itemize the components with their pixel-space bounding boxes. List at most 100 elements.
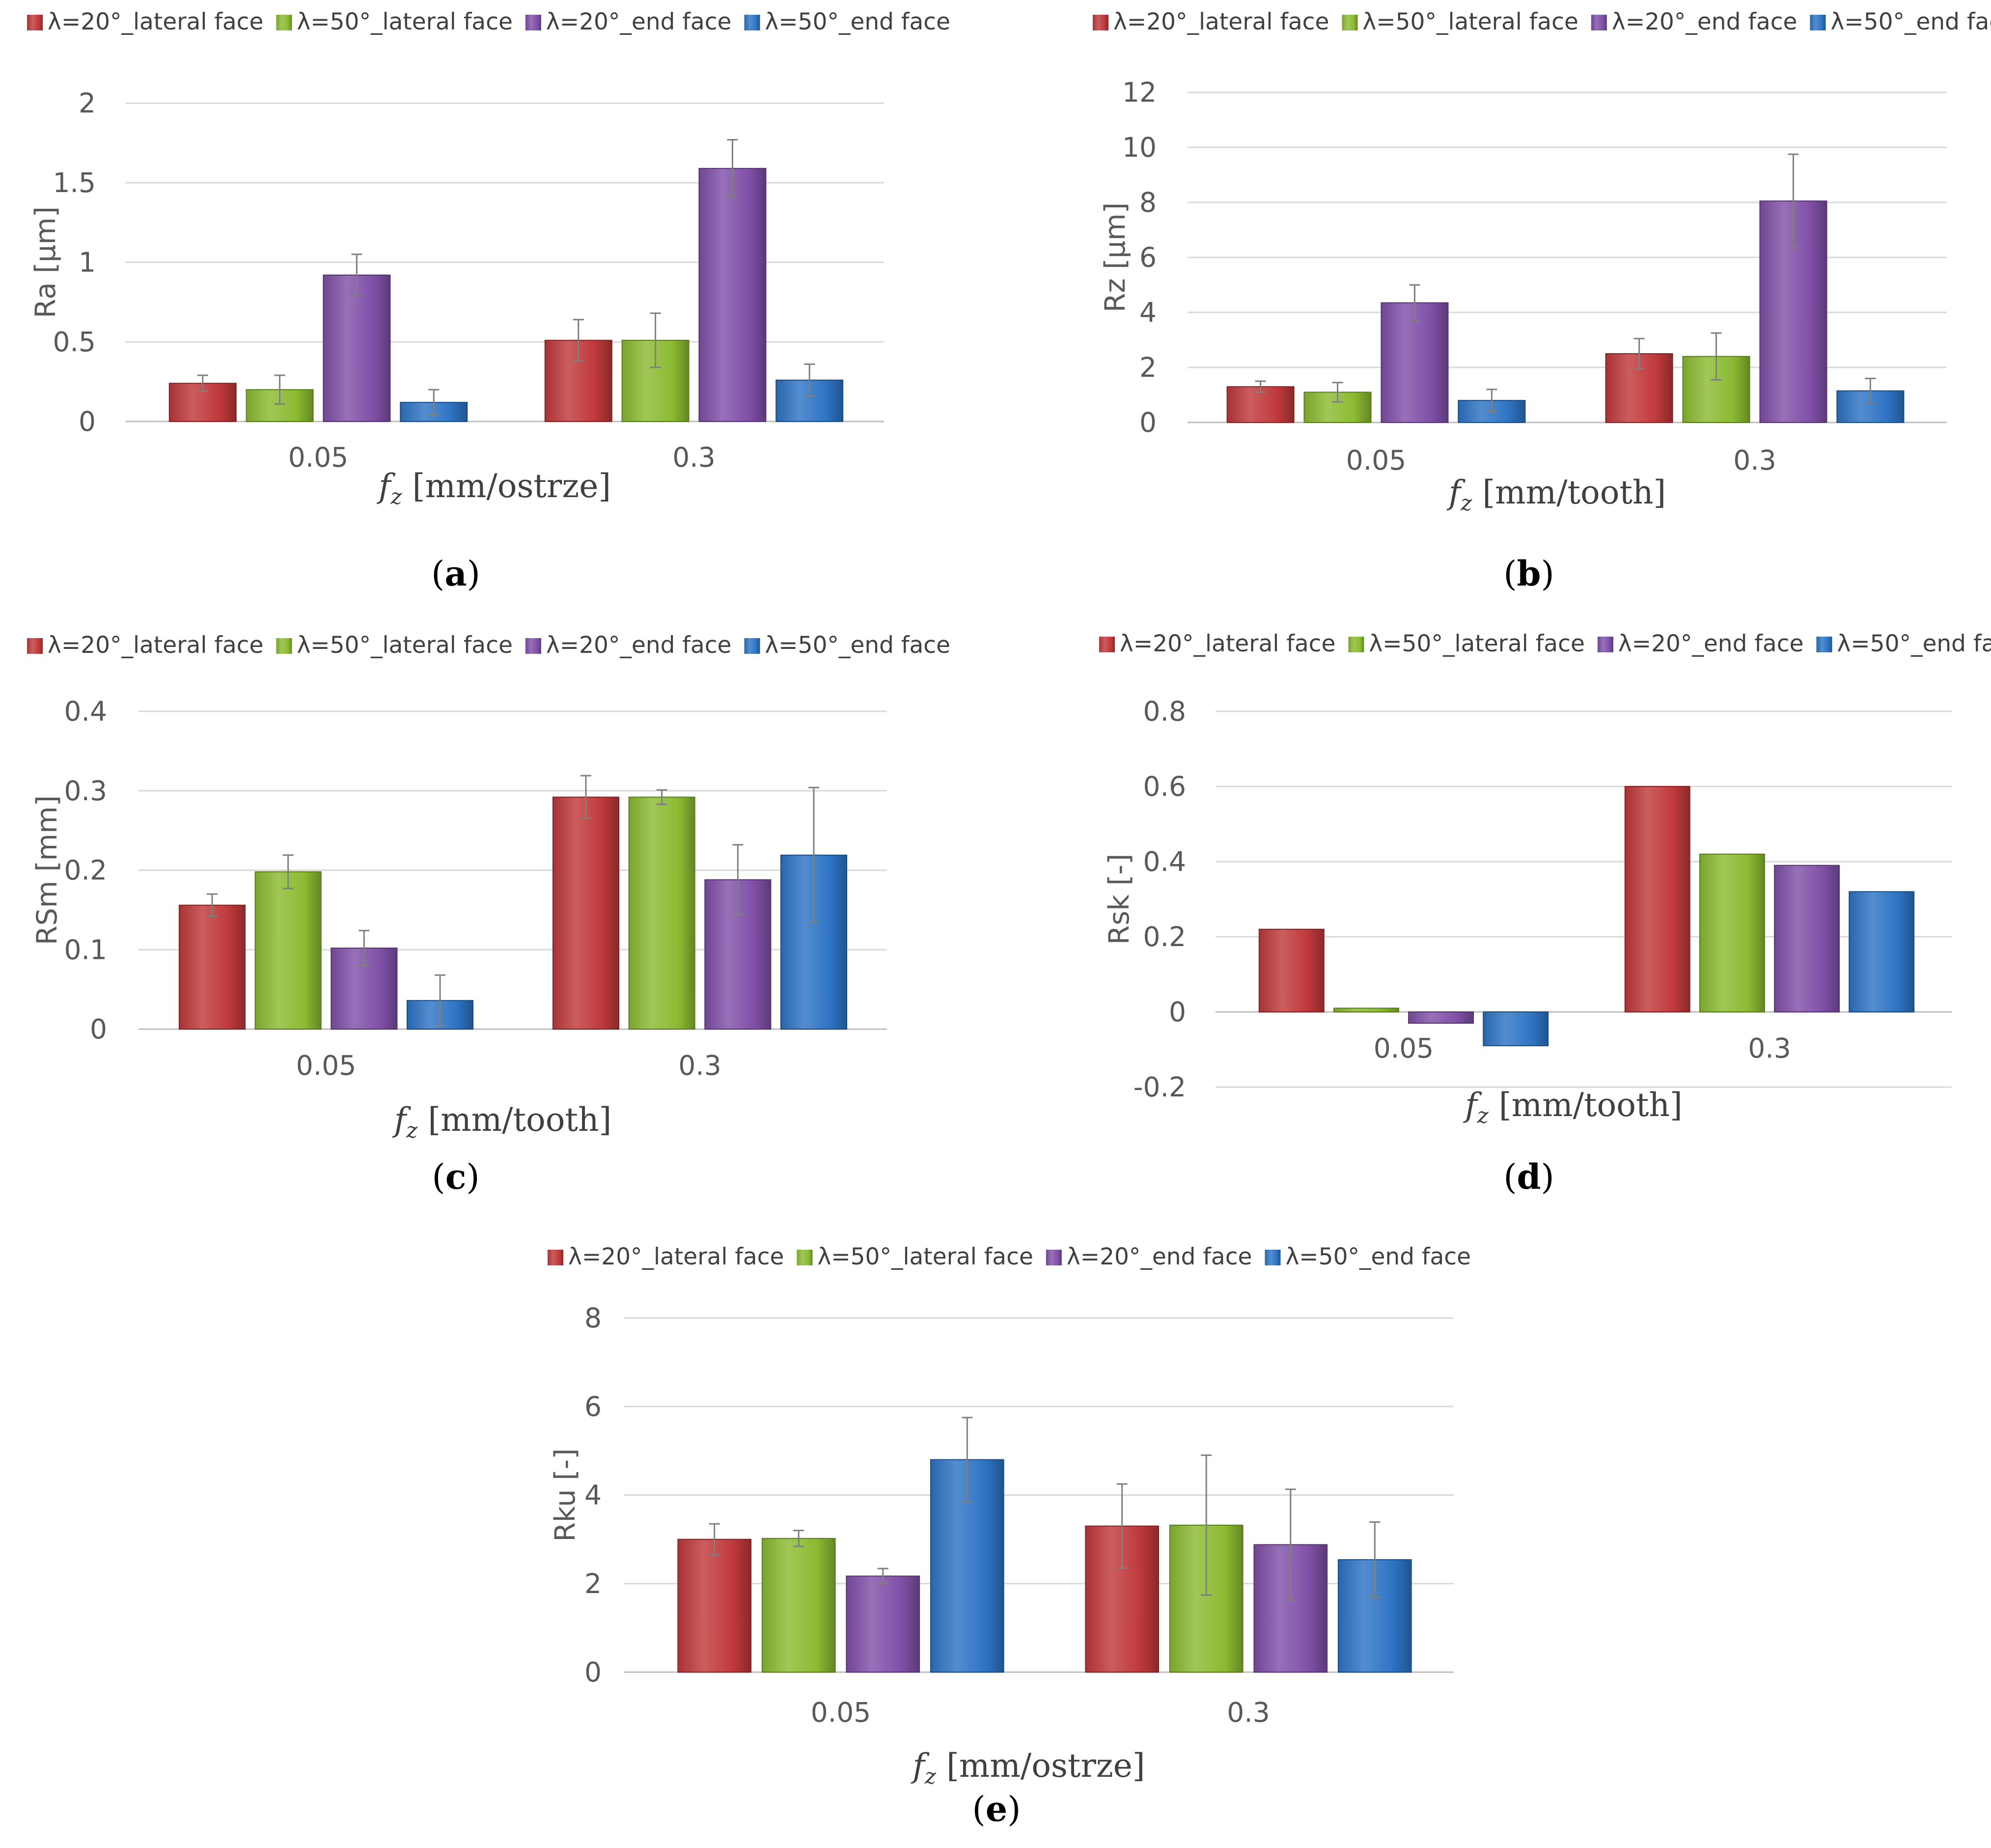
error-bar	[580, 775, 591, 819]
y-tick-label: 2	[1139, 352, 1157, 383]
legend-b: λ=20°_lateral face λ=50°_lateral face λ=20…	[1093, 8, 1991, 35]
error-bar	[1332, 382, 1343, 403]
x-category-label: 0.3	[1227, 1697, 1270, 1728]
error-bar	[877, 1568, 888, 1585]
error-bar	[428, 389, 440, 416]
legend-c: λ=20°_lateral face λ=50°_lateral face λ=20…	[27, 632, 950, 659]
legend-label: λ=50°_end face	[1830, 8, 1991, 35]
bar-e-lambda20_lateral-0	[677, 1539, 752, 1673]
legend-swatch	[27, 15, 43, 30]
legend-label: λ=20°_end face	[546, 632, 732, 659]
legend-label: λ=20°_lateral face	[48, 632, 263, 659]
y-axis-label: Ra [µm]	[29, 206, 62, 318]
y-tick-label: -0.2	[1134, 1071, 1186, 1103]
y-tick-label: 0	[1139, 407, 1157, 438]
legend-swatch	[744, 638, 760, 654]
bar-b-lambda20_lateral-1	[1605, 353, 1673, 423]
error-bar	[435, 974, 446, 1027]
error-bar	[1865, 377, 1876, 404]
bar-d-lambda20_lateral-0	[1258, 928, 1325, 1012]
panel-label-b: (b)	[1503, 553, 1554, 594]
y-axis-label: RSm [mm]	[31, 795, 63, 945]
bar-b-lambda20_end-0	[1381, 302, 1449, 423]
legend-swatch	[276, 15, 292, 30]
error-bar	[1409, 284, 1420, 322]
chart-a: λ=20°_lateral face λ=50°_lateral face λ=20…	[27, 8, 950, 594]
legend-swatch	[1591, 15, 1607, 30]
y-tick-label: 0	[584, 1656, 602, 1688]
y-tick-label: 0.5	[53, 326, 96, 358]
y-tick-label: 0.6	[1143, 771, 1186, 802]
error-bar	[573, 319, 584, 362]
legend-label: λ=50°_lateral face	[1362, 8, 1578, 35]
error-bar	[732, 844, 744, 916]
legend-swatch	[1810, 15, 1826, 30]
x-category-label: 0.05	[288, 442, 348, 473]
error-bar	[359, 929, 370, 967]
bar-a-lambda20_end-1	[698, 168, 767, 422]
legend-label: λ=20°_lateral face	[1120, 630, 1335, 657]
bar-e-lambda50_lateral-1	[1169, 1524, 1244, 1673]
legend-swatch	[1046, 1250, 1062, 1265]
error-bar	[962, 1417, 973, 1503]
y-axis-label: Rku [-]	[549, 1448, 581, 1541]
bar-d-lambda20_end-1	[1774, 865, 1840, 1013]
legend-swatch	[525, 15, 541, 30]
error-bar	[1633, 337, 1645, 370]
bar-a-lambda50_lateral-1	[621, 339, 690, 422]
legend-label: λ=50°_end face	[1285, 1243, 1471, 1270]
legend-label: λ=20°_lateral face	[48, 8, 263, 35]
y-tick-label: 0.4	[1143, 846, 1186, 877]
bar-e-lambda20_end-0	[846, 1575, 920, 1673]
chart-b: λ=20°_lateral face λ=50°_lateral face λ=20…	[1093, 8, 1991, 594]
x-category-label: 0.05	[296, 1050, 356, 1081]
legend-swatch	[1093, 15, 1108, 30]
y-tick-label: 2	[79, 87, 96, 119]
legend-label: λ=20°_end face	[546, 8, 732, 35]
x-category-label: 0.05	[1346, 445, 1406, 476]
error-bar	[1255, 380, 1266, 393]
bar-d-lambda50_lateral-0	[1333, 1008, 1399, 1013]
error-bar	[274, 374, 285, 405]
y-tick-label: 0.2	[1143, 921, 1186, 952]
y-tick-label: 0.3	[64, 775, 107, 807]
chart-c: λ=20°_lateral face λ=50°_lateral face λ=20…	[27, 632, 950, 1197]
legend-e: λ=20°_lateral face λ=50°_lateral face λ=20…	[548, 1243, 1471, 1270]
legend-label: λ=50°_end face	[1837, 630, 1991, 657]
y-tick-label: 0.2	[64, 855, 107, 886]
error-bar	[206, 893, 218, 917]
x-category-label: 0.05	[1374, 1033, 1434, 1064]
bar-c-lambda20_lateral-1	[552, 796, 620, 1030]
error-bar	[1369, 1521, 1381, 1598]
legend-swatch	[548, 1250, 563, 1265]
y-tick-label: 0	[79, 406, 96, 437]
y-tick-label: 12	[1122, 77, 1157, 108]
bar-d-lambda50_end-1	[1849, 891, 1915, 1012]
y-tick-label: 10	[1122, 132, 1157, 163]
chart-d: λ=20°_lateral face λ=50°_lateral face λ=20…	[1099, 630, 1991, 1197]
error-bar	[1116, 1483, 1128, 1569]
error-bar	[1788, 153, 1799, 249]
bar-e-lambda50_lateral-0	[761, 1538, 836, 1673]
panel-label-e: (e)	[972, 1789, 1021, 1829]
y-tick-label: 0.4	[64, 696, 107, 727]
x-category-label: 0.3	[1733, 445, 1776, 476]
error-bar	[282, 854, 294, 890]
legend-swatch	[1816, 637, 1832, 652]
y-tick-label: 0.1	[64, 934, 107, 965]
error-bar	[1711, 332, 1722, 381]
panel-label-d: (d)	[1503, 1156, 1554, 1197]
error-bar	[351, 253, 362, 297]
legend-label: λ=50°_lateral face	[297, 8, 512, 35]
y-axis-label: Rz [µm]	[1099, 202, 1132, 312]
y-tick-label: 1.5	[53, 167, 96, 198]
legend-label: λ=50°_lateral face	[1369, 630, 1584, 657]
legend-swatch	[525, 638, 541, 654]
legend-swatch	[27, 638, 43, 654]
x-category-label: 0.3	[678, 1050, 721, 1081]
y-tick-label: 4	[1139, 297, 1157, 328]
legend-label: λ=20°_end face	[1618, 630, 1804, 657]
x-axis-label: fz [mm/tooth]	[1446, 474, 1666, 516]
y-tick-label: 0	[90, 1013, 107, 1045]
